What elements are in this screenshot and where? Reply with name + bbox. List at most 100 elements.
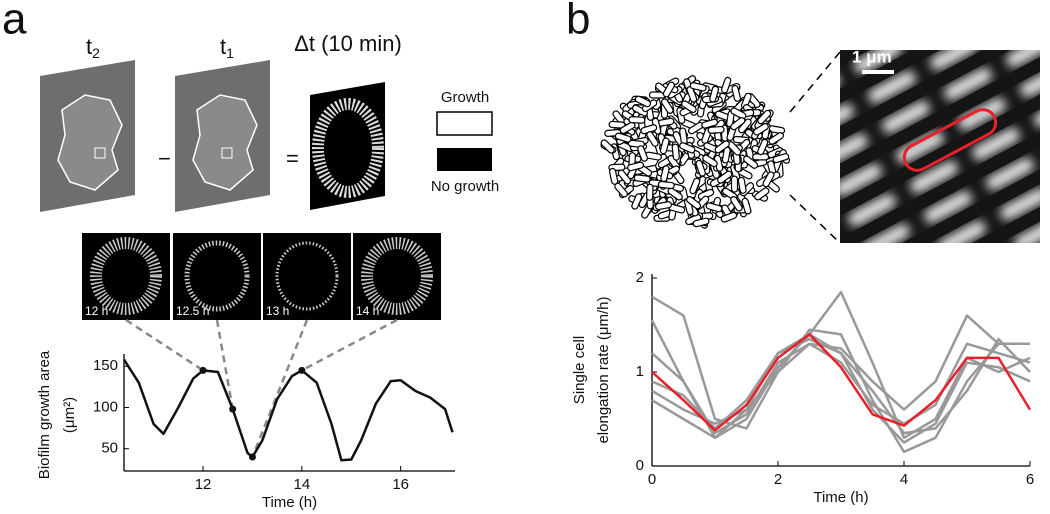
cell-blur xyxy=(840,104,854,136)
cell-blur xyxy=(868,71,916,103)
cell-blur xyxy=(1000,188,1040,220)
sub: 2 xyxy=(92,45,100,61)
series-line xyxy=(651,333,1032,432)
cell-blur xyxy=(1006,50,1040,67)
cell xyxy=(671,143,680,161)
operator: − xyxy=(158,146,171,171)
cell xyxy=(686,86,698,103)
cell-blur xyxy=(976,0,1028,9)
marker xyxy=(221,147,233,159)
cell-blur xyxy=(972,128,1020,160)
cell xyxy=(730,117,746,131)
cell-blur xyxy=(838,9,890,46)
cell xyxy=(730,196,743,212)
legend-label: Growth xyxy=(441,89,489,106)
y-tick-label: 50 xyxy=(101,440,118,457)
highlighted-cell xyxy=(902,108,998,172)
y-tick-label: 100 xyxy=(93,398,118,415)
cell xyxy=(709,85,719,103)
cell xyxy=(689,82,707,92)
cell xyxy=(608,167,619,185)
x-tick-label: 14 xyxy=(294,476,311,493)
cell xyxy=(633,174,651,183)
cell-blur xyxy=(824,0,876,15)
biofilm-outline xyxy=(192,94,258,191)
label-t1: t1 xyxy=(220,34,234,61)
cell xyxy=(686,196,702,210)
connector xyxy=(125,318,204,372)
zoom-line xyxy=(789,194,841,244)
cell xyxy=(702,154,718,168)
cell-blur xyxy=(964,279,1016,316)
cell xyxy=(757,138,769,156)
cell xyxy=(737,176,747,194)
cell xyxy=(701,118,719,129)
cell xyxy=(657,180,675,190)
cell-blur xyxy=(1026,246,1050,283)
cell xyxy=(692,217,710,228)
cell xyxy=(762,171,775,188)
cell-blur xyxy=(888,282,940,319)
y-tick-label: 150 xyxy=(93,357,118,374)
cells xyxy=(790,0,1050,319)
cell-blur xyxy=(1040,276,1050,313)
cell-blur xyxy=(950,249,1002,286)
cell-blur xyxy=(1020,65,1040,97)
cell-blur xyxy=(938,221,986,243)
cell xyxy=(660,98,674,114)
x-tick-label: 6 xyxy=(1026,471,1034,488)
cell-blur xyxy=(848,194,896,226)
scale-label: 1 μm xyxy=(852,47,892,66)
y-tick-label: 1 xyxy=(636,363,644,380)
cell xyxy=(754,187,770,201)
connector xyxy=(215,319,234,410)
cell xyxy=(757,109,772,125)
insets: 12 h 12.5 h 13 h 14 h xyxy=(82,233,441,320)
cell xyxy=(679,142,696,154)
cell xyxy=(695,159,706,177)
cell-blur xyxy=(900,0,952,12)
y-axis-title: Single cell xyxy=(571,336,588,404)
operator: = xyxy=(286,146,299,171)
inset-label: 14 h xyxy=(356,304,379,318)
series-line xyxy=(650,290,1031,440)
cell xyxy=(731,84,742,102)
inset-label: 12.5 h xyxy=(176,304,209,318)
cell xyxy=(646,183,654,201)
cell xyxy=(637,145,648,162)
cell-blur xyxy=(986,158,1034,190)
cell xyxy=(768,132,784,145)
cell xyxy=(741,197,752,215)
connector xyxy=(251,319,309,458)
y-tick-label: 0 xyxy=(636,457,644,474)
cell-blur xyxy=(840,134,868,166)
y-axis-title: Biofilm growth area xyxy=(36,350,53,479)
cell xyxy=(628,116,646,124)
cell-blur xyxy=(854,50,902,73)
series-line xyxy=(651,314,1030,435)
panel-label: a xyxy=(2,0,27,44)
inset-ring xyxy=(90,237,162,315)
cell xyxy=(614,132,632,143)
cell-blur xyxy=(896,131,944,163)
cell-blur xyxy=(1014,218,1040,243)
inset-ring xyxy=(184,240,250,312)
cell-blur xyxy=(882,101,930,133)
cell-blur xyxy=(914,6,966,43)
cell-blur xyxy=(790,72,842,109)
x-tick-label: 12 xyxy=(195,476,212,493)
x-axis-title: Time (h) xyxy=(262,494,317,511)
series-line xyxy=(651,295,1030,454)
cell xyxy=(720,211,738,223)
inset-label: 12 h xyxy=(85,304,108,318)
x-axis-title: Time (h) xyxy=(813,489,868,506)
growth-ring xyxy=(312,98,384,198)
x-tick-label: 16 xyxy=(392,476,409,493)
label-t2: t2 xyxy=(86,34,100,61)
cell xyxy=(660,165,670,183)
legend-swatch xyxy=(436,111,493,136)
connector xyxy=(301,318,398,372)
point xyxy=(199,366,207,374)
series-line xyxy=(651,333,1031,444)
cell xyxy=(705,202,723,213)
